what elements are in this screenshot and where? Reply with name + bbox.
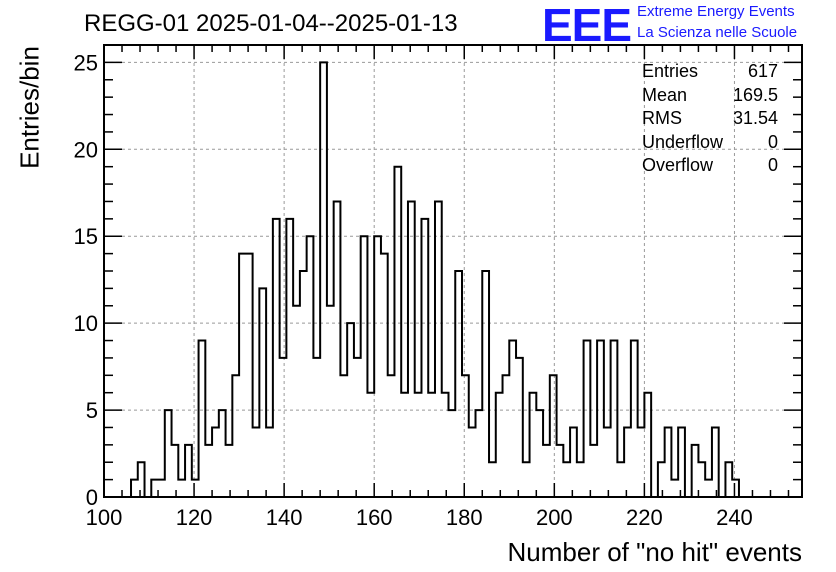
eee-logo: EEE [542, 0, 632, 51]
axis-tick-labels: 100 120 140 160 180 200 220 240 0 5 10 15 20 25 [74, 50, 753, 530]
x-tick-label: 180 [446, 505, 483, 530]
x-tick-label: 120 [176, 505, 213, 530]
stats-value: 617 [747, 61, 778, 81]
chart-title: REGG-01 2025-01-04--2025-01-13 [84, 10, 458, 37]
y-tick-label: 5 [86, 398, 98, 423]
histogram-series [104, 61, 800, 498]
stats-value: 169.5 [732, 84, 778, 105]
stats-row-overflow: Overflow 0 [642, 154, 778, 178]
y-tick-label: 20 [74, 137, 98, 162]
stats-box: Entries 617 Mean 169.5 RMS 31.54 Underflow 0… [642, 60, 778, 178]
x-tick-label: 220 [626, 505, 663, 530]
y-tick-label: 10 [74, 311, 98, 336]
y-tick-label: 15 [74, 224, 98, 249]
stats-value: 0 [767, 155, 778, 175]
x-tick-label: 140 [266, 505, 303, 530]
stats-value: 31.54 [732, 108, 778, 128]
stats-value: 0 [767, 131, 778, 152]
stats-label: Overflow [642, 155, 714, 175]
stats-label: Entries [642, 61, 699, 81]
stats-label: Mean [642, 84, 688, 105]
y-tick-label: 0 [86, 485, 98, 510]
stats-label: Underflow [642, 131, 724, 152]
axis-ticks [103, 44, 802, 498]
x-tick-label: 200 [536, 505, 573, 530]
x-tick-label: 160 [356, 505, 393, 530]
logo-line-1: Extreme Energy Events [637, 3, 795, 20]
stats-row-underflow: Underflow 0 [642, 131, 778, 155]
x-tick-label: 100 [86, 505, 123, 530]
stats-row-rms: RMS 31.54 [642, 107, 778, 131]
stats-row-mean: Mean 169.5 [642, 84, 778, 108]
y-axis-label: Entries/bin [14, 46, 45, 169]
stats-row-entries: Entries 617 [642, 60, 778, 84]
stats-label: RMS [642, 108, 682, 128]
x-axis-label: Number of "no hit" events [507, 537, 803, 567]
logo-line-2: La Scienza nelle Scuole [637, 24, 798, 41]
y-tick-label: 25 [74, 50, 98, 75]
x-tick-label: 240 [716, 505, 753, 530]
